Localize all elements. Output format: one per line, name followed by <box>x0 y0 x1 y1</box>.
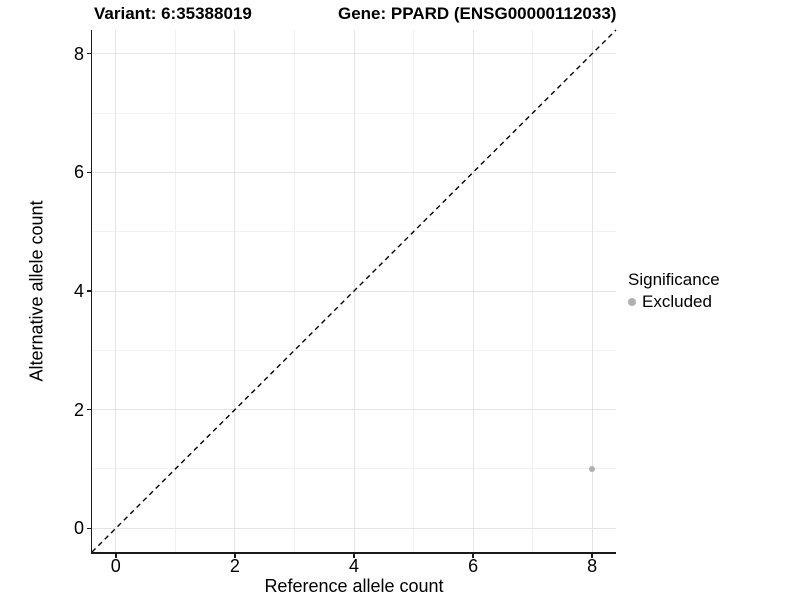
x-tick-mark <box>472 553 474 558</box>
data-point <box>589 465 596 472</box>
plot-panel <box>91 29 617 553</box>
y-major-gridline <box>92 171 616 173</box>
y-major-gridline <box>92 53 616 55</box>
y-axis-title: Alternative allele count <box>26 200 47 382</box>
gene-title: Gene: PPARD (ENSG00000112033) <box>338 4 617 23</box>
x-tick-mark <box>115 553 117 558</box>
legend-item: Excluded <box>628 291 720 313</box>
y-tick-label: 4 <box>73 281 84 301</box>
y-tick-label: 2 <box>73 399 84 420</box>
variant-title: Variant: 6:35388019 <box>94 4 252 23</box>
y-tick-label: 8 <box>73 43 84 64</box>
identity-line <box>91 29 617 553</box>
x-tick-mark <box>353 553 355 558</box>
x-axis-line <box>90 552 616 554</box>
legend-point-icon <box>628 298 636 306</box>
legend-title: Significance <box>628 270 720 289</box>
y-major-gridline <box>92 409 616 411</box>
y-axis-line <box>90 30 93 554</box>
y-tick-mark <box>86 408 91 411</box>
legend: Significance Excluded <box>628 269 720 313</box>
x-tick-label: 8 <box>587 556 598 576</box>
x-tick-label: 0 <box>110 556 121 576</box>
y-tick-mark <box>86 171 91 174</box>
x-tick-label: 6 <box>468 556 479 576</box>
y-tick-label: 0 <box>73 518 84 539</box>
x-axis-title: Reference allele count <box>264 576 444 596</box>
x-tick-mark <box>234 553 236 558</box>
y-tick-mark <box>86 52 91 55</box>
y-tick-label: 6 <box>73 162 84 183</box>
y-tick-mark <box>86 527 91 530</box>
y-tick-mark <box>86 290 91 292</box>
y-major-gridline <box>92 527 616 529</box>
x-tick-label: 4 <box>348 556 359 576</box>
legend-item-label: Excluded <box>642 292 712 311</box>
x-tick-mark <box>591 553 593 558</box>
x-tick-label: 2 <box>229 556 240 576</box>
legend-items: Excluded <box>628 291 720 313</box>
